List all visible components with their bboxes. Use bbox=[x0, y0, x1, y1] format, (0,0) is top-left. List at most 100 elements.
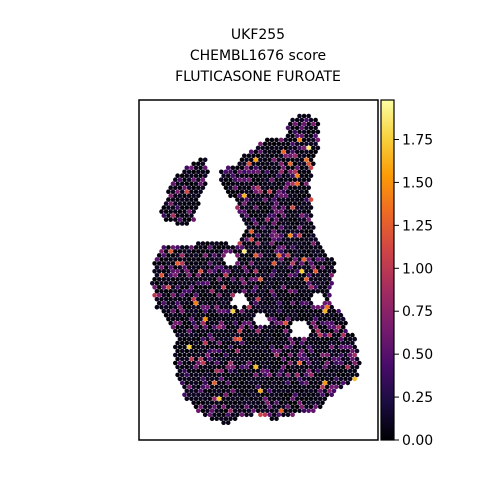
spot bbox=[288, 304, 293, 310]
spot bbox=[258, 340, 263, 346]
spot bbox=[239, 356, 245, 362]
spot bbox=[166, 189, 171, 194]
spot bbox=[299, 125, 305, 131]
spot bbox=[324, 265, 330, 270]
spot bbox=[244, 237, 249, 242]
spot bbox=[292, 137, 298, 143]
spot bbox=[248, 189, 254, 194]
spot bbox=[209, 273, 215, 278]
spot bbox=[317, 253, 323, 258]
spot bbox=[274, 344, 279, 350]
spot bbox=[271, 396, 277, 402]
spot bbox=[299, 364, 305, 370]
spot bbox=[306, 217, 312, 222]
spot bbox=[186, 296, 192, 302]
spot bbox=[274, 217, 279, 222]
spot bbox=[271, 292, 277, 298]
spot bbox=[258, 396, 263, 402]
spot bbox=[267, 221, 272, 226]
spot bbox=[322, 277, 328, 282]
spot bbox=[292, 392, 298, 398]
spot bbox=[331, 324, 337, 330]
spot bbox=[191, 217, 196, 222]
spot bbox=[290, 356, 295, 362]
spot bbox=[283, 217, 289, 222]
spot bbox=[271, 364, 277, 370]
spot bbox=[173, 312, 178, 318]
spot bbox=[166, 308, 171, 314]
spot bbox=[184, 181, 190, 186]
spot bbox=[189, 205, 194, 210]
spot bbox=[290, 348, 295, 354]
spot bbox=[225, 165, 231, 171]
spot bbox=[292, 281, 298, 286]
spot bbox=[311, 289, 316, 294]
spot bbox=[274, 376, 279, 382]
spot bbox=[262, 229, 268, 234]
spot bbox=[235, 316, 240, 322]
spot bbox=[202, 412, 208, 418]
spot bbox=[292, 352, 298, 358]
spot bbox=[177, 368, 183, 374]
spot bbox=[315, 289, 321, 294]
spot bbox=[253, 237, 259, 242]
spot bbox=[191, 376, 196, 382]
spot bbox=[200, 185, 206, 190]
spot bbox=[152, 292, 157, 298]
spot bbox=[198, 372, 203, 378]
spot bbox=[221, 388, 226, 394]
spot bbox=[301, 209, 307, 214]
spot bbox=[271, 181, 277, 186]
spot bbox=[186, 384, 192, 390]
spot bbox=[191, 328, 196, 334]
spot bbox=[276, 149, 282, 155]
spot bbox=[294, 245, 300, 250]
spot bbox=[281, 245, 286, 250]
spot bbox=[292, 129, 298, 135]
spot bbox=[292, 169, 298, 175]
spot bbox=[269, 400, 275, 406]
spot bbox=[347, 376, 353, 382]
spot bbox=[317, 245, 323, 250]
spot bbox=[269, 193, 275, 198]
spot bbox=[301, 296, 307, 302]
spot bbox=[246, 376, 252, 382]
spot bbox=[301, 241, 307, 246]
spot bbox=[175, 189, 180, 194]
spot bbox=[198, 261, 203, 266]
spot bbox=[258, 221, 263, 226]
spot bbox=[288, 201, 293, 206]
spot bbox=[237, 384, 242, 390]
spot bbox=[235, 173, 240, 178]
spot bbox=[179, 181, 185, 186]
spot bbox=[288, 265, 293, 270]
spot bbox=[334, 328, 339, 334]
spot bbox=[262, 221, 268, 226]
spot bbox=[186, 360, 192, 366]
spot bbox=[198, 380, 203, 386]
spot bbox=[262, 141, 268, 147]
spot bbox=[216, 245, 222, 250]
spot bbox=[306, 320, 312, 326]
spot bbox=[202, 269, 208, 274]
spot bbox=[327, 277, 332, 282]
spot bbox=[324, 281, 330, 286]
spot bbox=[262, 205, 268, 210]
spot bbox=[244, 261, 249, 266]
spot bbox=[283, 360, 289, 366]
spot bbox=[235, 380, 240, 386]
spot bbox=[276, 261, 282, 266]
spot bbox=[288, 312, 293, 318]
spot bbox=[170, 308, 176, 314]
spot bbox=[207, 261, 213, 266]
spot bbox=[283, 392, 289, 398]
spot bbox=[230, 364, 236, 370]
spot bbox=[253, 324, 259, 330]
spot bbox=[301, 408, 307, 414]
spot bbox=[306, 408, 312, 414]
spot bbox=[225, 269, 231, 274]
spot bbox=[301, 233, 307, 238]
spot bbox=[278, 400, 284, 406]
spot bbox=[230, 348, 236, 354]
